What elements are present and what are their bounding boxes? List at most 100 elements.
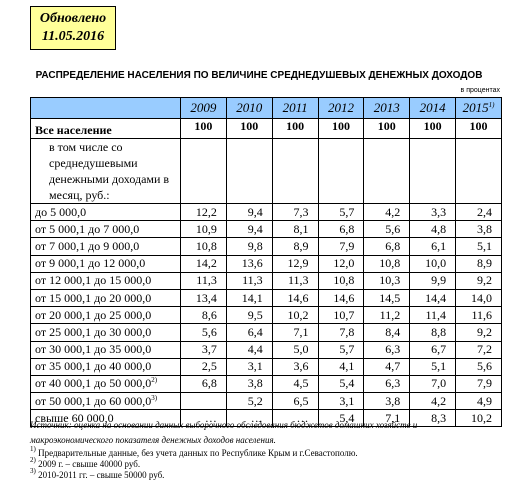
- table-row: от 7 000,1 до 9 000,0 10,8 9,8 8,9 7,9 6,8 6,1…: [30, 237, 502, 256]
- header-cell: 2013: [363, 97, 411, 119]
- header-cell: 2011: [271, 97, 319, 119]
- value-cell: 2,4: [455, 202, 502, 222]
- value-cell: 7,1: [363, 409, 411, 428]
- year: 2013: [373, 100, 400, 115]
- value-cell: 14,5: [363, 288, 411, 308]
- row-label: от 50 000,1 до 60 000,03): [30, 392, 181, 411]
- table-row: от 25 000,1 до 30 000,0 5,6 6,4 7,1 7,8 8,4 8,…: [30, 323, 502, 342]
- row-label: от 7 000,1 до 9 000,0: [30, 237, 181, 256]
- row-label: от 20 000,1 до 25 000,0: [30, 306, 181, 325]
- value-cell: 11,3: [225, 271, 273, 290]
- year: 2010: [236, 100, 263, 115]
- value-cell: 12,0: [317, 254, 365, 273]
- row-label: до 5 000,0: [30, 202, 181, 222]
- row-label: в том числе со среднедушевыми денежными …: [30, 138, 181, 204]
- value-cell: 12,9: [271, 254, 319, 273]
- value-cell: 7,1: [271, 323, 319, 342]
- badge-line: Обновлено: [39, 11, 107, 26]
- value-cell: 8,6: [180, 306, 227, 325]
- value-cell: 4,9: [455, 392, 502, 411]
- value-cell: 9,4: [225, 220, 273, 239]
- value-cell: 3,1: [225, 357, 273, 376]
- header-cell: 2012: [317, 97, 365, 119]
- value-cell: 11,3: [271, 271, 319, 290]
- value-cell: [363, 138, 411, 204]
- value-cell: 3,8: [225, 374, 273, 394]
- footnotes: 1) Предварительные данные, без учета дан…: [30, 446, 358, 481]
- table-row: от 12 000,1 до 15 000,0 11,3 11,3 11,3 10,8 1…: [30, 271, 502, 290]
- table-row: от 35 000,1 до 40 000,0 2,5 3,1 3,6 4,1 4,7 5,…: [30, 357, 502, 376]
- value-cell: 10,8: [180, 237, 227, 256]
- value-cell: 8,9: [271, 237, 319, 256]
- value-cell: 9,2: [455, 323, 502, 342]
- value-cell: 5,7: [317, 340, 365, 359]
- value-cell: 14,1: [225, 288, 273, 308]
- value-cell: [271, 138, 319, 204]
- value-cell: 3,7: [180, 340, 227, 359]
- value-cell: 10,2: [271, 306, 319, 325]
- year: 2011: [282, 100, 308, 115]
- value-cell: 100: [409, 118, 457, 139]
- row-label: свыше 60 000,0: [30, 409, 181, 428]
- value-cell: 4,7: [363, 357, 411, 376]
- value-cell: 3,6: [271, 357, 319, 376]
- table-row: Все население 100 100 100 100 100 100 100: [30, 118, 502, 139]
- row-label-text: свыше 60 000,0: [35, 410, 114, 425]
- value-cell: 5,4: [317, 409, 365, 428]
- row-label-text: от 7 000,1 до 9 000,0: [35, 238, 140, 253]
- value-cell: …: [271, 409, 319, 428]
- value-cell: 4,2: [363, 202, 411, 222]
- value-cell: [455, 138, 502, 204]
- footnote-mark: 3): [30, 467, 36, 475]
- row-label-text: от 50 000,1 до 60 000,0: [35, 393, 152, 408]
- value-cell: 14,0: [455, 288, 502, 308]
- row-label-text: от 5 000,1 до 7 000,0: [35, 221, 140, 236]
- value-cell: 9,4: [225, 202, 273, 222]
- row-label: от 40 000,1 до 50 000,02): [30, 374, 181, 394]
- footnote-text: 2010-2011 гг. – свыше 50000 руб.: [35, 470, 165, 480]
- footnote-mark: 2): [151, 376, 158, 385]
- value-cell: 4,4: [225, 340, 273, 359]
- value-cell: 6,7: [409, 340, 457, 359]
- header-cell: 20151): [455, 97, 502, 119]
- value-cell: 9,2: [455, 271, 502, 290]
- value-cell: 14,4: [409, 288, 457, 308]
- row-label-text: от 15 000,1 до 20 000,0: [35, 290, 152, 305]
- footnote: 2) 2009 г. – свыше 40000 руб.: [30, 457, 358, 470]
- value-cell: 7,2: [455, 340, 502, 359]
- value-cell: …: [225, 409, 273, 428]
- table-row: от 5 000,1 до 7 000,0 10,9 9,4 8,1 6,8 5,6 4,8…: [30, 220, 502, 239]
- row-label: от 25 000,1 до 30 000,0: [30, 323, 181, 342]
- value-cell: 2,5: [180, 357, 227, 376]
- value-cell: 13,6: [225, 254, 273, 273]
- value-cell: 4,2: [409, 392, 457, 411]
- value-cell: 5,6: [180, 323, 227, 342]
- value-cell: [180, 138, 227, 204]
- value-cell: 4,1: [317, 357, 365, 376]
- value-cell: 11,3: [180, 271, 227, 290]
- value-cell: 10,9: [180, 220, 227, 239]
- value-cell: 12,2: [180, 202, 227, 222]
- row-label: от 30 000,1 до 35 000,0: [30, 340, 181, 359]
- header-row: 2009 2010 2011 2012 2013 2014 20151): [30, 97, 502, 119]
- value-cell: 7,3: [271, 202, 319, 222]
- value-cell: 5,0: [271, 340, 319, 359]
- row-label-text: от 25 000,1 до 30 000,0: [35, 324, 152, 339]
- row-label-text: от 20 000,1 до 25 000,0: [35, 307, 152, 322]
- value-cell: 14,6: [271, 288, 319, 308]
- row-label-text: от 40 000,1 до 50 000,0: [35, 376, 152, 391]
- value-cell: 6,4: [225, 323, 273, 342]
- value-cell: [180, 392, 227, 411]
- value-cell: 11,2: [363, 306, 411, 325]
- value-cell: 100: [180, 118, 227, 139]
- value-cell: 4,8: [409, 220, 457, 239]
- header-cell: [30, 97, 181, 119]
- footnote-text: Предварительные данные, без учета данных…: [35, 448, 358, 458]
- value-cell: 5,2: [225, 392, 273, 411]
- update-badge: Обновлено 11.05.2016: [30, 6, 116, 50]
- footnote-text: 2009 г. – свыше 40000 руб.: [35, 459, 141, 469]
- value-cell: [317, 138, 365, 204]
- source-note: Источник: оценка на основании данных выб…: [30, 420, 418, 445]
- row-label-text: от 9 000,1 до 12 000,0: [35, 256, 146, 271]
- value-cell: 4,5: [271, 374, 319, 394]
